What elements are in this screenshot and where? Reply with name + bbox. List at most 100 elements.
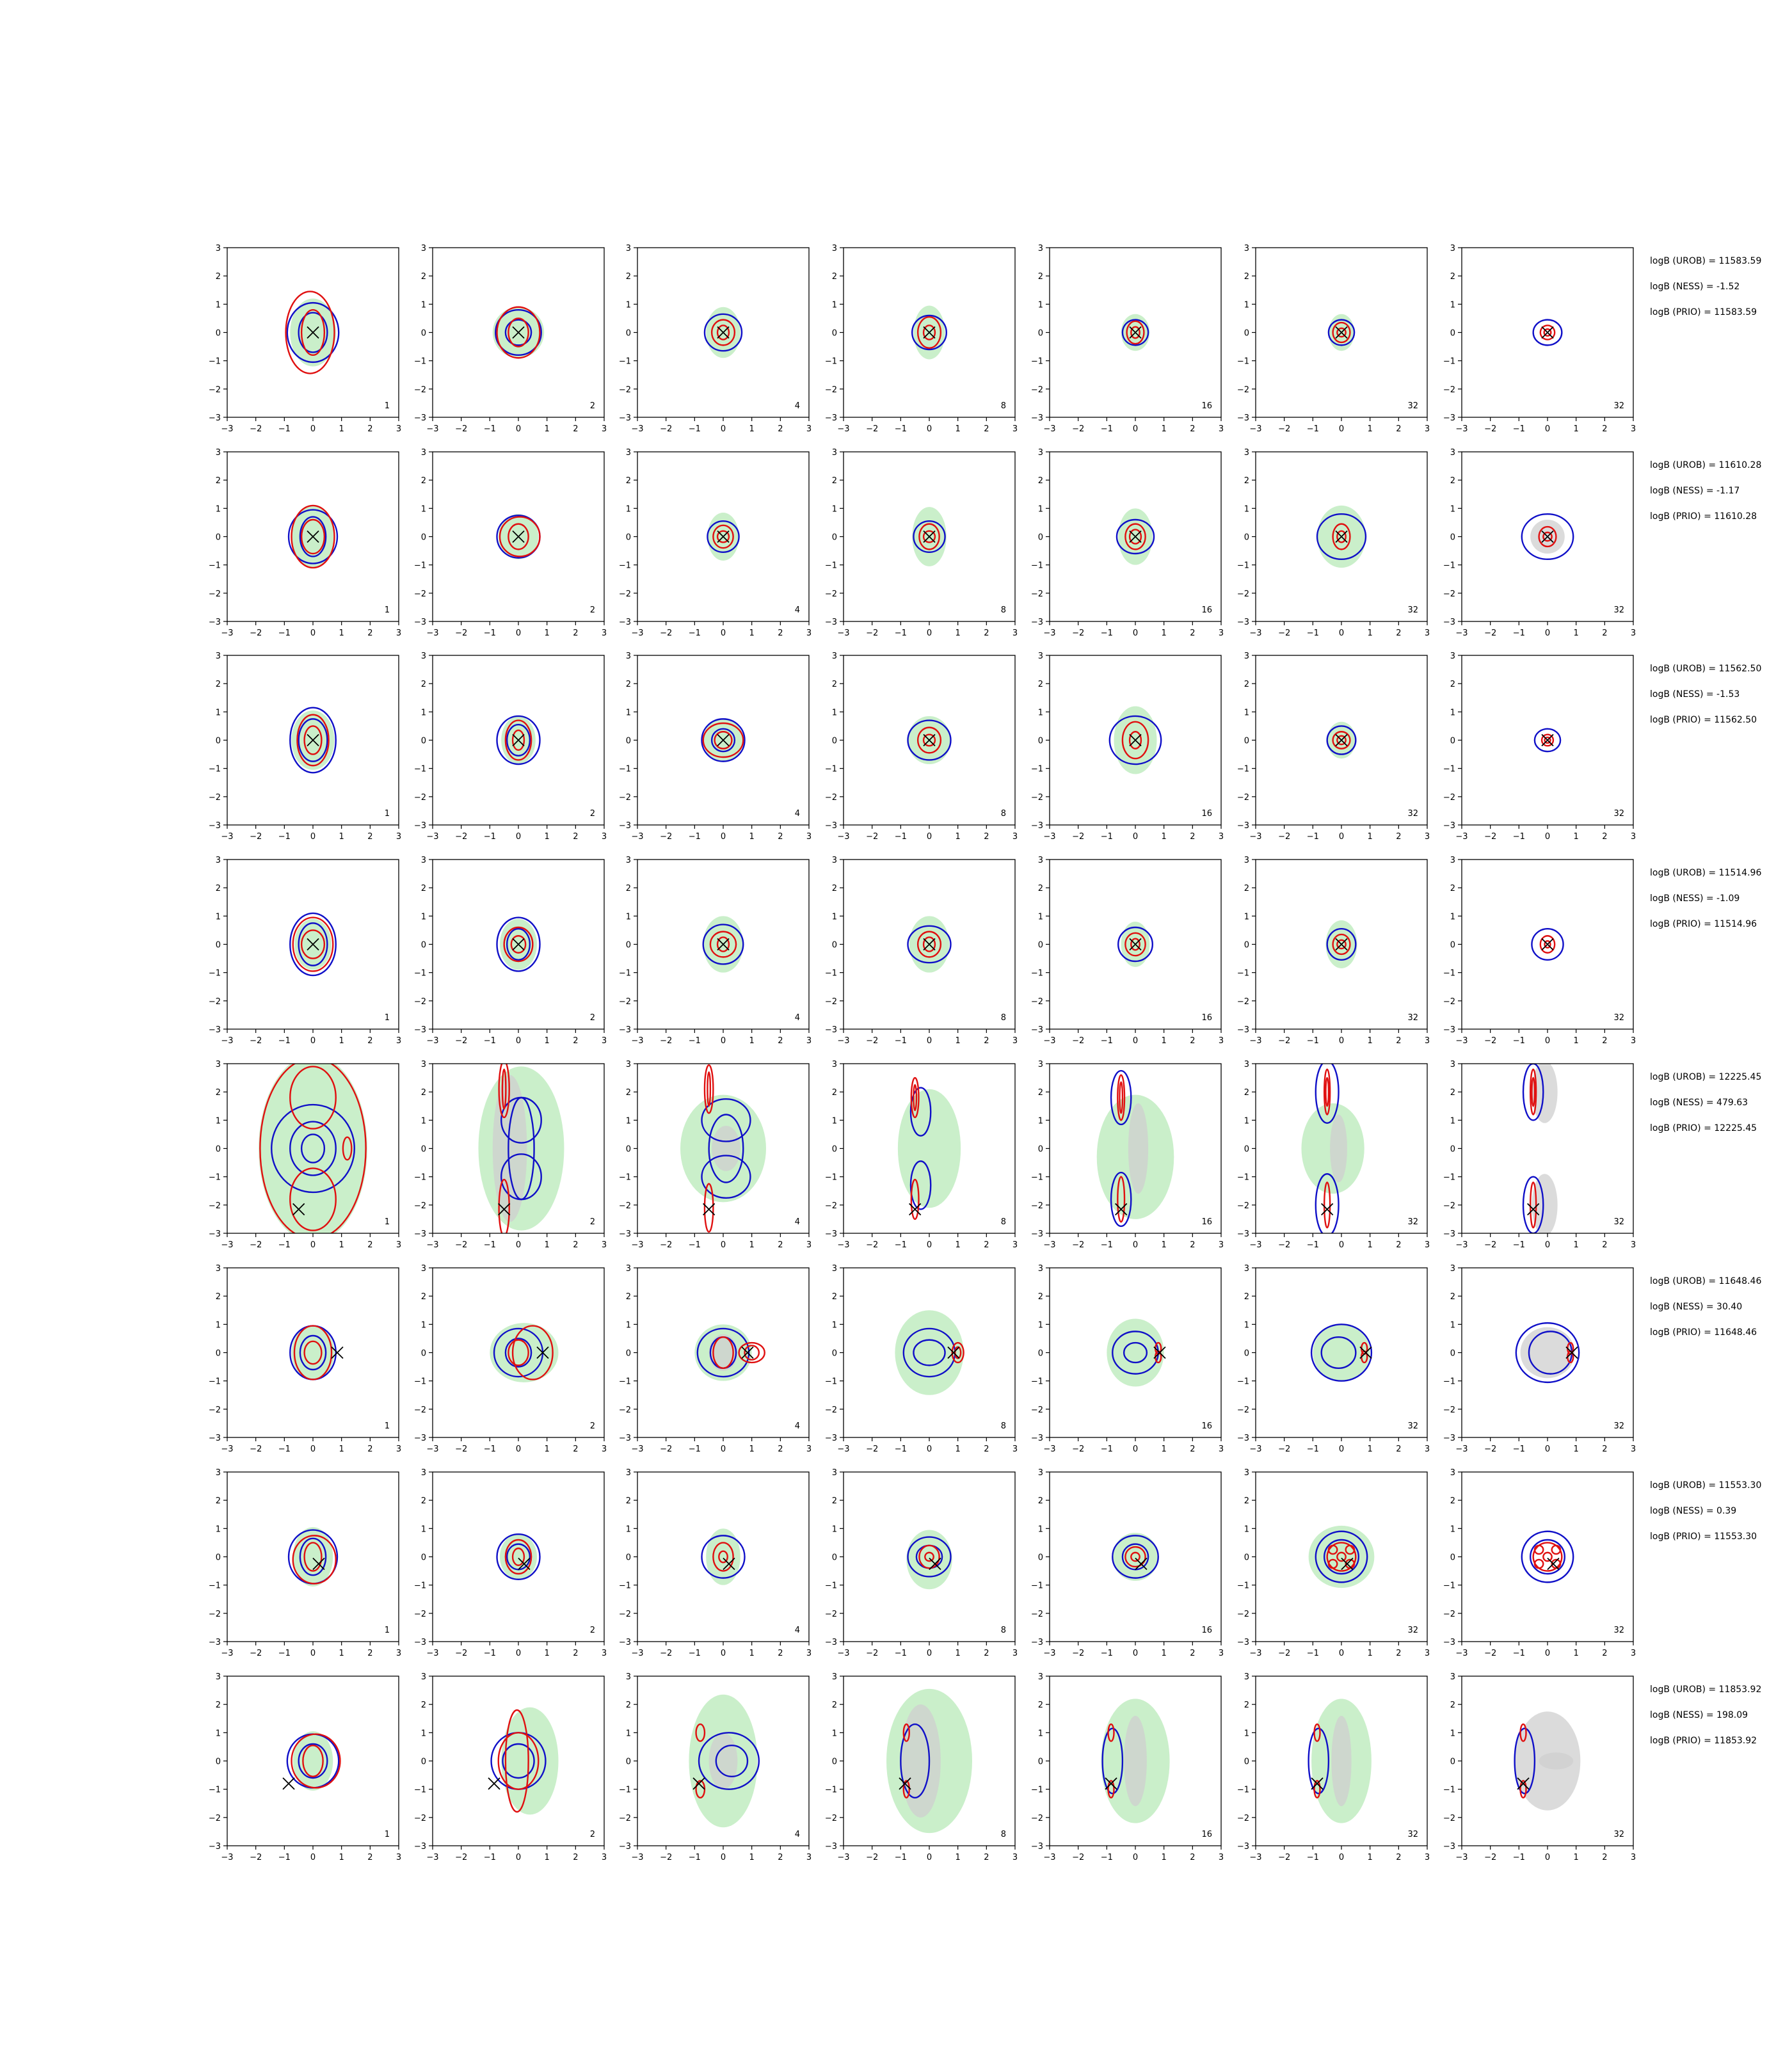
panel-label: 32 (1613, 1626, 1624, 1635)
x-tick-label: 3 (806, 1036, 812, 1046)
red-contour (498, 1064, 510, 1119)
x-tick-label: 1 (1162, 424, 1167, 434)
x-tick-label: 1 (1368, 1853, 1373, 1862)
x-tick-label: 1 (1162, 1649, 1167, 1658)
red-contour (508, 317, 529, 348)
x-tick-label: 1 (956, 628, 961, 638)
panel-r4-c4: −3 −2 −1 0 1 2 3 −3 −2 −1 0 1 2 3 8 (825, 856, 1018, 1046)
y-tick-label: 1 (421, 504, 426, 514)
y-tick-label: 1 (216, 300, 221, 310)
y-tick-label: −3 (1031, 821, 1043, 831)
logb-stat: logB (UROB) = 11562.50 (1650, 664, 1761, 674)
blue-contour (1315, 1173, 1340, 1233)
y-tick-label: 3 (421, 1060, 426, 1069)
panel-r4-c7: −3 −2 −1 0 1 2 3 −3 −2 −1 0 1 2 3 32 (1443, 856, 1636, 1046)
true-value-marker (1565, 1346, 1578, 1359)
x-tick-label: −2 (1484, 424, 1496, 434)
y-tick-label: 0 (1244, 1145, 1249, 1155)
x-tick-label: 2 (1396, 1036, 1401, 1046)
y-tick-label: 3 (216, 652, 221, 661)
x-tick-label: 1 (1368, 1444, 1373, 1454)
y-tick-label: 0 (1450, 533, 1455, 543)
x-tick-label: 2 (367, 424, 372, 434)
y-tick-label: −3 (1237, 1434, 1249, 1443)
y-tick-label: 2 (1244, 1700, 1249, 1710)
x-tick-label: 1 (749, 1036, 755, 1046)
green-contour (1313, 1324, 1370, 1381)
y-tick-label: 0 (1244, 1349, 1249, 1359)
panel-r2-c6: −3 −2 −1 0 1 2 3 −3 −2 −1 0 1 2 3 32 (1237, 448, 1430, 638)
x-tick-label: 0 (1545, 1649, 1550, 1658)
x-tick-label: −1 (1307, 1036, 1319, 1046)
y-tick-label: 0 (1038, 1145, 1043, 1155)
x-tick-label: 2 (778, 1444, 783, 1454)
y-tick-label: −2 (619, 1610, 631, 1619)
x-tick-label: −3 (631, 424, 643, 434)
y-tick-label: −1 (1031, 357, 1043, 367)
y-tick-label: 2 (1450, 680, 1455, 689)
blue-contour (1531, 928, 1564, 961)
red-contour (1544, 736, 1551, 744)
y-tick-label: −2 (1031, 1814, 1043, 1823)
y-tick-label: −1 (825, 1173, 837, 1183)
x-tick-label: −3 (1249, 1853, 1261, 1862)
x-tick-label: −2 (866, 628, 878, 638)
x-tick-label: 3 (1425, 1444, 1430, 1454)
y-tick-label: 0 (1450, 1349, 1455, 1359)
y-tick-label: −2 (1237, 1610, 1249, 1619)
x-tick-label: −2 (1278, 1240, 1290, 1250)
true-value-marker (692, 1777, 705, 1790)
red-contour (496, 306, 541, 359)
red-contour (498, 1178, 510, 1233)
panel-label: 16 (1201, 1421, 1212, 1431)
true-value-marker (723, 1557, 735, 1571)
x-tick-label: −3 (1455, 1036, 1468, 1046)
blue-contour (287, 509, 339, 564)
y-tick-label: −3 (414, 618, 426, 627)
red-contour (1324, 1181, 1331, 1229)
x-tick-label: 3 (602, 1649, 607, 1658)
panel-r7-c7: −3 −2 −1 0 1 2 3 −3 −2 −1 0 1 2 3 32 (1443, 1468, 1636, 1658)
x-tick-label: −3 (1249, 1240, 1261, 1250)
gray-contour (708, 1334, 738, 1372)
x-tick-label: −3 (221, 1240, 233, 1250)
panel-r5-c4: −3 −2 −1 0 1 2 3 −3 −2 −1 0 1 2 3 8 (825, 1060, 1018, 1250)
x-tick-label: −1 (278, 1240, 291, 1250)
y-tick-label: 2 (626, 1088, 631, 1098)
red-contour (738, 1341, 765, 1364)
y-tick-label: 1 (626, 1524, 631, 1534)
logb-stat: logB (UROB) = 11853.92 (1650, 1684, 1761, 1695)
x-tick-label: 2 (1396, 424, 1401, 434)
true-value-marker (741, 1346, 754, 1359)
x-tick-label: 1 (956, 1444, 961, 1454)
blue-contour (299, 516, 327, 557)
y-tick-label: 1 (421, 1320, 426, 1330)
red-contour (1542, 531, 1553, 542)
x-tick-label: −2 (660, 1853, 672, 1862)
y-tick-label: 2 (421, 884, 426, 893)
red-contour (1332, 933, 1351, 956)
y-tick-label: 1 (1038, 1524, 1043, 1534)
y-tick-label: −2 (619, 385, 631, 395)
red-contour (302, 1745, 324, 1777)
x-tick-label: −1 (1307, 832, 1319, 842)
y-tick-label: 1 (216, 1116, 221, 1126)
x-tick-label: −2 (1484, 1853, 1496, 1862)
y-tick-label: −3 (209, 1025, 221, 1035)
y-tick-label: −3 (1031, 1434, 1043, 1443)
x-tick-label: 0 (927, 628, 932, 638)
y-tick-label: −2 (825, 589, 837, 599)
panel-label: 4 (795, 605, 800, 615)
y-tick-label: 1 (216, 504, 221, 514)
panel-label: 1 (385, 605, 390, 615)
panel-label: 32 (1407, 1626, 1418, 1635)
x-tick-label: −2 (250, 832, 262, 842)
true-value-marker (1129, 326, 1142, 339)
blue-contour (909, 1160, 932, 1210)
x-tick-label: 1 (1574, 1444, 1579, 1454)
x-tick-label: 2 (367, 1444, 372, 1454)
x-tick-label: 2 (367, 1240, 372, 1250)
x-tick-label: 1 (1162, 1444, 1167, 1454)
red-contour (1119, 1081, 1124, 1114)
red-contour (951, 1341, 964, 1364)
